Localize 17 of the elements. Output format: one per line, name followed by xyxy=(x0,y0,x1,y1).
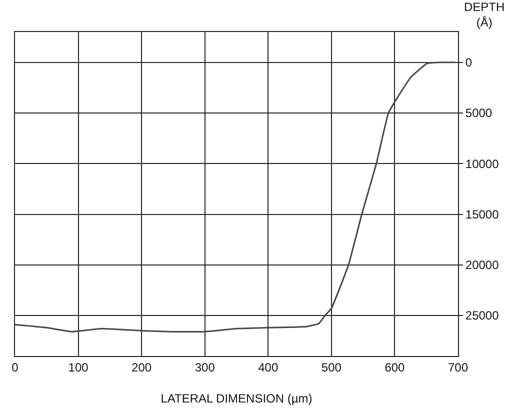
x-tick-label: 400 xyxy=(258,360,278,374)
x-tick-label: 700 xyxy=(448,360,468,374)
x-tick-label: 100 xyxy=(68,360,89,374)
x-tick-label: 300 xyxy=(194,360,216,374)
x-axis-title: LATERAL DIMENSION (µm) xyxy=(160,391,312,406)
y-tick-label: 10000 xyxy=(465,156,500,171)
y-tick-label: 25000 xyxy=(465,308,500,323)
line-series xyxy=(15,62,456,333)
x-tick-label: 0 xyxy=(12,360,19,374)
y-tick-label: 20000 xyxy=(465,258,500,272)
y-tick-label: 15000 xyxy=(465,207,500,222)
x-tick-label: 200 xyxy=(132,360,152,374)
x-tick-label: 600 xyxy=(384,360,406,374)
x-tick-label: 500 xyxy=(321,360,342,374)
y-tick-label: 5000 xyxy=(465,106,492,120)
y-tick-label: 0 xyxy=(465,56,472,70)
y-axis-title: DEPTH (Å) xyxy=(464,0,505,30)
